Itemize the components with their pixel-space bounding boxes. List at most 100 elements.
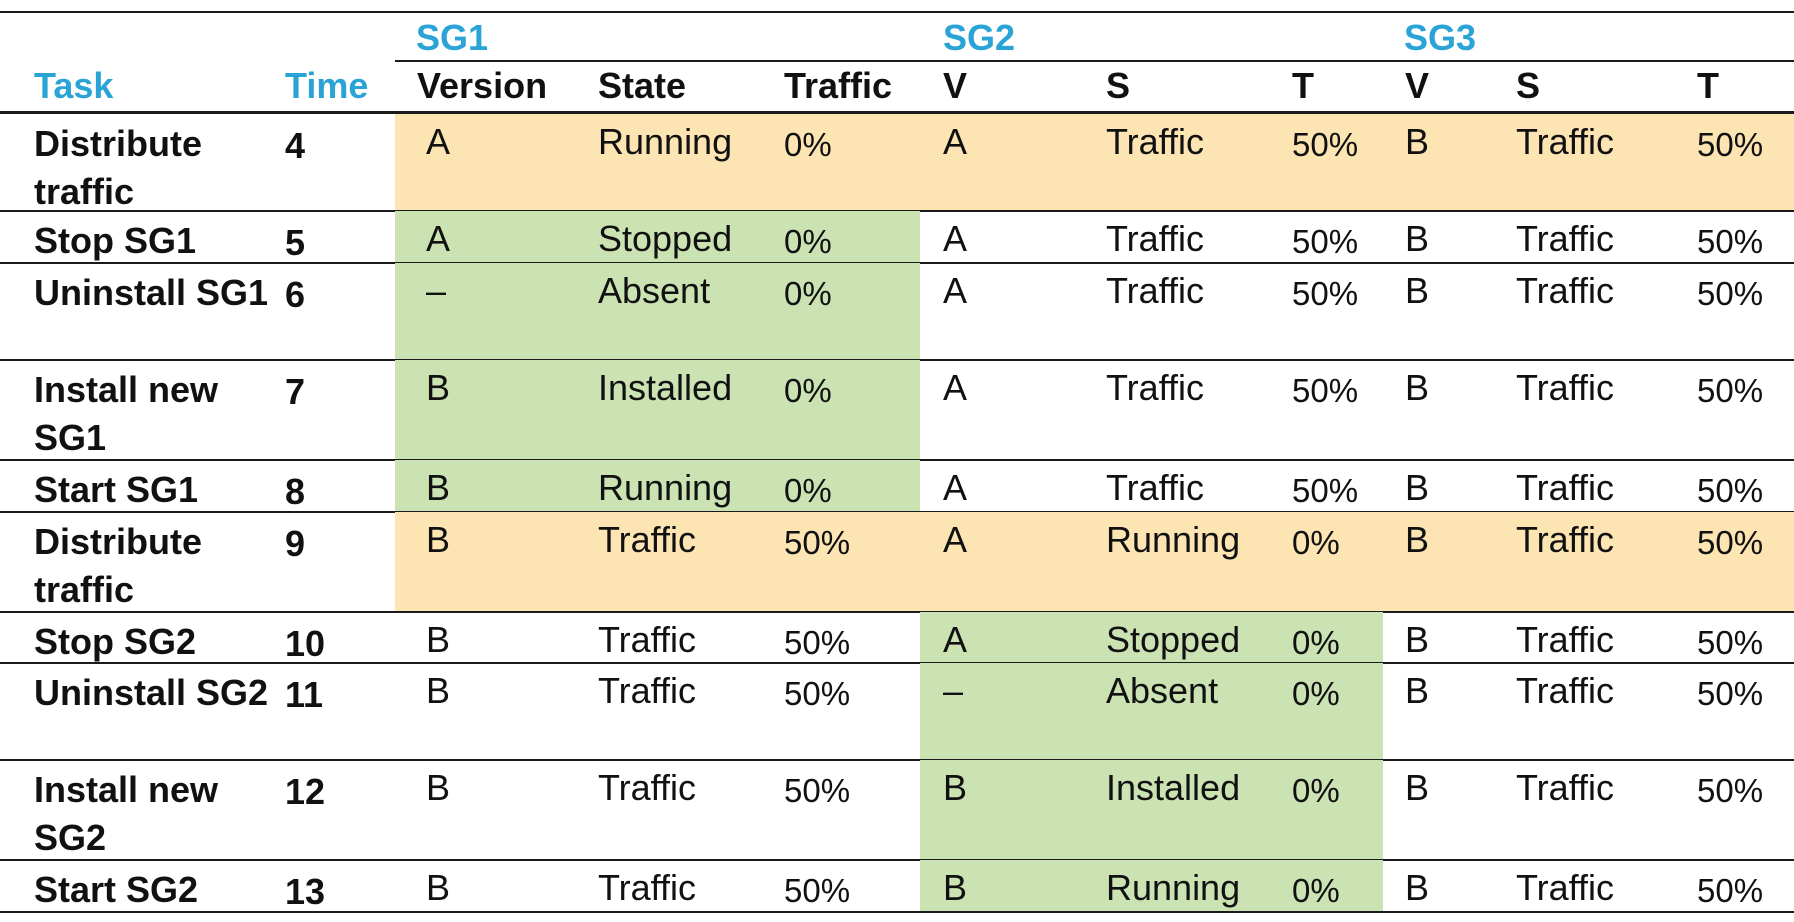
task-cell: Install new SG1 [34, 369, 219, 458]
sg3-state-cell: Traffic [1516, 218, 1615, 259]
sg2-state-cell: Traffic [1106, 270, 1205, 311]
task-cell: Stop SG1 [34, 220, 197, 261]
sg3-state-cell: Traffic [1516, 270, 1615, 311]
row-highlight [920, 860, 1383, 912]
sg1-version-cell: B [426, 867, 451, 908]
sg1-traffic-cell: 0% [784, 372, 832, 409]
column-header-sg1-state: State [598, 65, 687, 106]
column-header-sg3-v: V [1405, 65, 1430, 106]
row-highlight [395, 114, 1794, 211]
sg3-version-cell: B [1405, 467, 1430, 508]
sg2-traffic-cell: 0% [1292, 524, 1340, 561]
sg1-version-cell: A [426, 121, 451, 162]
column-header-sg3-s: S [1516, 65, 1541, 106]
time-cell: 12 [285, 771, 326, 812]
sg3-traffic-cell: 50% [1697, 372, 1764, 409]
task-cell: Start SG1 [34, 469, 199, 510]
sg1-traffic-cell: 50% [784, 624, 851, 661]
time-cell: 11 [285, 674, 324, 715]
sg2-traffic-cell: 50% [1292, 223, 1359, 260]
sg1-state-cell: Running [598, 121, 733, 162]
sg3-traffic-cell: 50% [1697, 524, 1764, 561]
sg2-version-cell: A [943, 519, 968, 560]
row-rule [0, 859, 1794, 861]
time-cell: 13 [285, 871, 326, 912]
sg2-version-cell: A [943, 467, 968, 508]
sg3-state-cell: Traffic [1516, 670, 1615, 711]
sg1-state-cell: Running [598, 467, 733, 508]
sg3-state-cell: Traffic [1516, 767, 1615, 808]
sg3-traffic-cell: 50% [1697, 223, 1764, 260]
sg2-version-cell: – [943, 670, 964, 711]
sg1-traffic-cell: 50% [784, 675, 851, 712]
sg3-version-cell: B [1405, 270, 1430, 311]
sg2-state-cell: Traffic [1106, 367, 1205, 408]
column-header-sg3-t: T [1697, 65, 1719, 106]
sg1-traffic-cell: 0% [784, 223, 832, 260]
sg1-traffic-cell: 0% [784, 472, 832, 509]
sg3-version-cell: B [1405, 767, 1430, 808]
column-header-sg2-v: V [943, 65, 968, 106]
sg2-traffic-cell: 50% [1292, 472, 1359, 509]
row-rule [0, 611, 1794, 613]
sg2-state-cell: Installed [1106, 767, 1241, 808]
sg2-state-cell: Running [1106, 519, 1241, 560]
sg1-traffic-cell: 50% [784, 872, 851, 909]
column-header-sg1-traffic: Traffic [784, 65, 893, 106]
column-header-sg2-s: S [1106, 65, 1131, 106]
sg2-state-cell: Traffic [1106, 121, 1205, 162]
row-rule [0, 759, 1794, 761]
sg1-state-cell: Traffic [598, 867, 697, 908]
task-cell: Stop SG2 [34, 621, 197, 662]
sg3-traffic-cell: 50% [1697, 675, 1764, 712]
sg2-traffic-cell: 0% [1292, 872, 1340, 909]
column-header-time: Time [285, 65, 369, 106]
sg3-version-cell: B [1405, 519, 1430, 560]
top-rule [0, 11, 1794, 13]
sg1-state-cell: Traffic [598, 519, 697, 560]
task-cell: Uninstall SG1 [34, 272, 269, 313]
column-header-sg2-t: T [1292, 65, 1314, 106]
sg3-traffic-cell: 50% [1697, 472, 1764, 509]
sg2-version-cell: B [943, 867, 968, 908]
sg3-state-cell: Traffic [1516, 121, 1615, 162]
sg2-version-cell: A [943, 218, 968, 259]
sg1-state-cell: Traffic [598, 670, 697, 711]
sg1-version-cell: B [426, 670, 451, 711]
sg2-traffic-cell: 50% [1292, 126, 1359, 163]
group-rule [395, 60, 1794, 62]
sg2-version-cell: A [943, 270, 968, 311]
time-cell: 10 [285, 623, 326, 664]
row-highlight [920, 663, 1383, 760]
sg2-traffic-cell: 0% [1292, 772, 1340, 809]
time-cell: 5 [285, 222, 306, 263]
sg1-traffic-cell: 50% [784, 524, 851, 561]
task-cell: Uninstall SG2 [34, 672, 269, 713]
time-cell: 8 [285, 471, 306, 512]
sg3-state-cell: Traffic [1516, 367, 1615, 408]
sg1-state-cell: Stopped [598, 218, 733, 259]
sg1-traffic-cell: 0% [784, 275, 832, 312]
sg2-state-cell: Traffic [1106, 218, 1205, 259]
sg3-state-cell: Traffic [1516, 867, 1615, 908]
group-header-sg2: SG2 [943, 17, 1016, 58]
row-highlight [395, 460, 920, 512]
sg3-state-cell: Traffic [1516, 467, 1615, 508]
row-highlight [920, 760, 1383, 860]
sg1-state-cell: Traffic [598, 619, 697, 660]
group-header-sg3: SG3 [1404, 17, 1477, 58]
sg2-state-cell: Traffic [1106, 467, 1205, 508]
sg1-state-cell: Traffic [598, 767, 697, 808]
group-header-sg1: SG1 [416, 17, 489, 58]
sg2-traffic-cell: 50% [1292, 372, 1359, 409]
row-highlight [395, 211, 920, 263]
sg1-version-cell: A [426, 218, 451, 259]
sg3-version-cell: B [1405, 619, 1430, 660]
sg2-traffic-cell: 0% [1292, 624, 1340, 661]
sg3-traffic-cell: 50% [1697, 275, 1764, 312]
sg3-version-cell: B [1405, 867, 1430, 908]
sg1-version-cell: B [426, 367, 451, 408]
sg2-state-cell: Running [1106, 867, 1241, 908]
sg2-traffic-cell: 50% [1292, 275, 1359, 312]
task-cell: Distribute traffic [34, 521, 203, 610]
